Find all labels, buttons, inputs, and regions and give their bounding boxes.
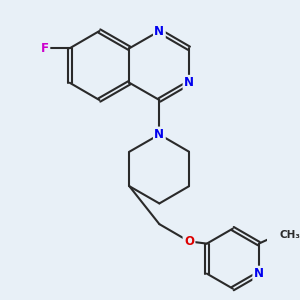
Text: F: F: [41, 42, 49, 55]
Text: N: N: [154, 25, 164, 38]
Text: O: O: [184, 235, 194, 248]
Text: CH₃: CH₃: [279, 230, 300, 240]
Text: N: N: [184, 76, 194, 89]
Text: N: N: [254, 267, 264, 280]
Text: N: N: [154, 128, 164, 141]
